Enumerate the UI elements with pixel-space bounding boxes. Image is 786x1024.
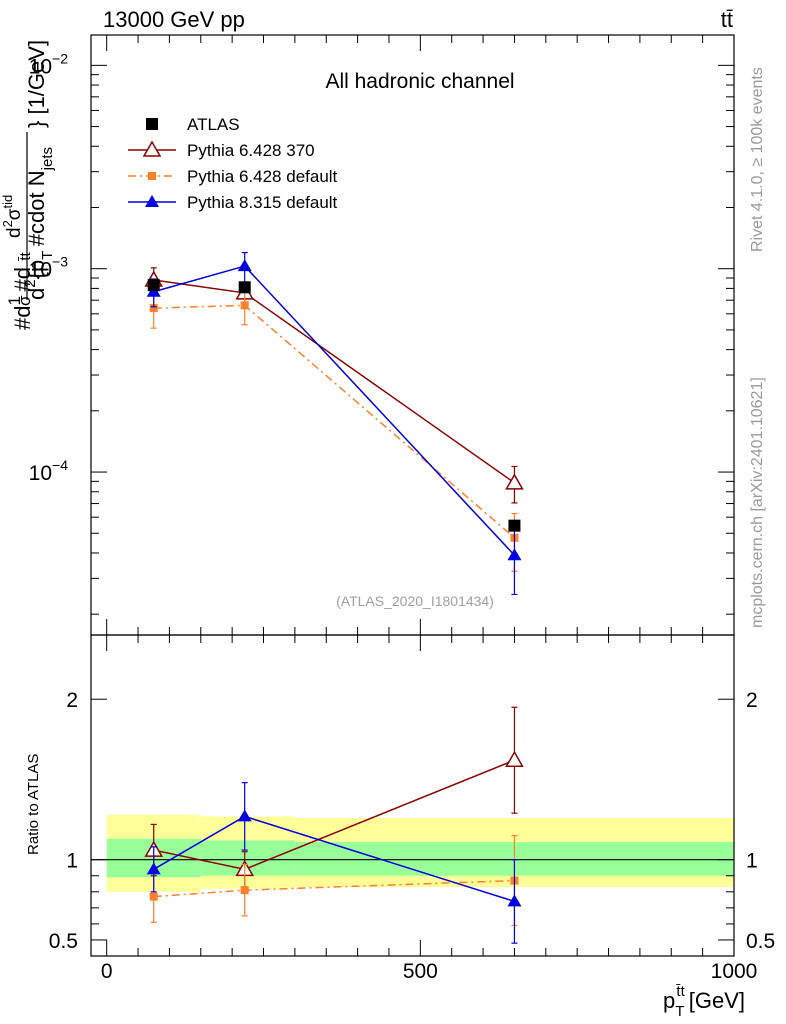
legend-item: Pythia 6.428 370: [128, 140, 315, 160]
svg-text:d2{pTt̄t #cdot Njets: d2{pTt̄t #cdot Njets: [17, 147, 56, 300]
ratio-y-tick-label: 0.5: [49, 930, 78, 953]
ratio-y-tick-label-right: 1: [746, 850, 758, 873]
process-label: tt̄: [721, 7, 733, 32]
main-y-tick-label: 10−4: [29, 457, 69, 485]
main-title: All hadronic channel: [325, 70, 514, 93]
ratio-pythia-6-428-default-point: [240, 886, 249, 895]
x-tick-label: 0: [101, 960, 113, 983]
mcplots-label: mcplots.cern.ch [arXiv:2401.10621]: [749, 377, 766, 628]
x-tick-label: 500: [403, 960, 438, 983]
ylabel-part: 2: [22, 279, 39, 287]
main-series-group: [144, 251, 524, 596]
main-y-tick-label: 10−3: [29, 254, 69, 282]
ratio-pythia-6-428-default-point: [149, 892, 158, 901]
ylabel-part: 2: [0, 220, 15, 227]
legend-item: ATLAS: [146, 115, 240, 134]
main-pythia-8-315-default-line: [153, 265, 515, 556]
legend-marker: [148, 172, 156, 180]
legend-label: Pythia 6.428 default: [187, 167, 338, 186]
ylabel-part: } [1/GeV]: [24, 40, 49, 128]
legend-label: Pythia 8.315 default: [187, 193, 338, 212]
energy-label: 13000 GeV pp: [103, 7, 245, 32]
ratio-series-group: [144, 706, 524, 944]
main-pythia-8-315-default-point: [237, 259, 252, 272]
ylabel-part: σ: [15, 295, 34, 306]
legend-item: Pythia 8.315 default: [128, 193, 338, 212]
ratio-pythia-8-315-default-point: [237, 809, 252, 822]
ylabel-part: t̄t: [17, 251, 34, 261]
axes-group: 10−2 10−3 10−4 0 500 1000 0.5 0.5 1 1 2 2: [29, 35, 775, 983]
ratio-pythia-8-315-default-point: [146, 862, 161, 875]
main-atlas-point: [238, 281, 251, 294]
svg-text:} [1/GeV]: } [1/GeV]: [24, 40, 49, 128]
main-atlas-point: [147, 279, 160, 292]
main-y-axis-label: #d1σ#d d2σtid d2{pTt̄t #cdot Njets } [1/…: [0, 40, 56, 330]
ylabel-part: jets: [39, 147, 56, 171]
ratio-y-tick-label-right: 2: [746, 689, 758, 712]
ratio-panel-frame: [90, 634, 735, 957]
x-axis-label: pTt̄t [GeV]: [663, 983, 745, 1020]
main-pythia-6-428-default-point: [240, 301, 249, 310]
main-pythia-8-315-default-series: [146, 251, 522, 596]
ratio-pythia-8-315-default-point: [507, 894, 522, 907]
ratio-pythia-6-428-370-point: [505, 750, 524, 767]
ratio-y-tick-label: 2: [66, 689, 78, 712]
main-pythia-6-428-370-point: [505, 473, 524, 490]
main-pythia-6-428-default-series: [149, 288, 519, 572]
svg-text:#d1σ#d: #d1σ#d: [5, 267, 35, 330]
ylabel-part: d: [4, 227, 25, 238]
ratio-y-tick-label-right: 0.5: [746, 930, 775, 953]
x-tick-label: 1000: [711, 960, 758, 983]
svg-text:d2σtid: d2σtid: [0, 195, 25, 238]
main-pythia-6-428-370-line: [153, 279, 515, 484]
ylabel-part: tid: [0, 195, 15, 209]
main-pythia-6-428-default-point: [149, 304, 158, 313]
ylabel-part: #d: [10, 306, 35, 330]
legend-marker: [146, 118, 158, 130]
main-y-tick-label: 10−2: [29, 50, 69, 78]
main-pythia-6-428-370-series: [144, 267, 524, 504]
ratio-y-axis-label: Ratio to ATLAS: [25, 754, 42, 855]
ylabel-part: d: [24, 288, 49, 300]
ylabel-part: #cdot N: [24, 170, 49, 252]
ylabel-part: σ: [4, 208, 25, 220]
legend-label: ATLAS: [187, 115, 240, 134]
main-atlas-series: [147, 279, 521, 532]
main-pythia-6-428-default-line: [153, 304, 515, 539]
ratio-y-tick-label: 1: [66, 850, 78, 873]
ylabel-part: {p: [24, 260, 49, 280]
ylabel-part: T: [39, 251, 56, 260]
main-pythia-8-315-default-point: [507, 548, 522, 561]
legend: ATLAS Pythia 6.428 370 Pythia 6.428 defaul…: [128, 115, 338, 212]
legend-marker: [145, 195, 159, 207]
ylabel-part: #d: [10, 267, 35, 291]
ratio-pythia-8-315-default-series: [146, 782, 522, 944]
rivet-version-label: Rivet 4.1.0, ≥ 100k events: [749, 67, 766, 252]
legend-label: Pythia 6.428 370: [187, 141, 315, 160]
analysis-watermark: (ATLAS_2020_I1801434): [336, 593, 494, 609]
ylabel-part: 1: [5, 296, 24, 305]
main-atlas-point: [508, 519, 521, 532]
legend-item: Pythia 6.428 default: [128, 167, 338, 186]
ratio-uncertainty-bands: [106, 814, 734, 892]
legend-marker: [142, 140, 162, 157]
